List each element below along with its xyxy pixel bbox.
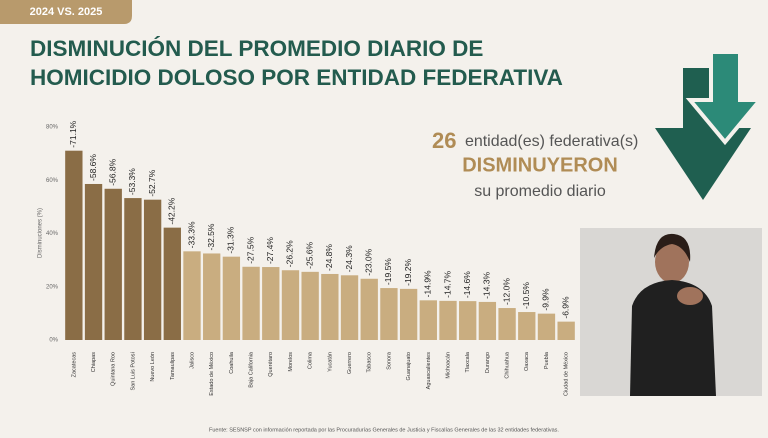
y-axis-label: Disminuciones (%) [38, 208, 44, 258]
data-label: -14.6% [462, 271, 472, 298]
x-tick-label: Tabasco [367, 352, 373, 373]
data-label: -42.2% [167, 197, 177, 224]
summary-line: 26 entidad(es) federativa(s) [432, 128, 638, 153]
x-tick-label: Zacatecas [71, 352, 77, 378]
x-tick-label: Puebla [544, 351, 550, 369]
chart-title: HOMICIDIO DOLOSO POR ENTIDAD FEDERATIVA [30, 65, 563, 90]
x-tick-label: Oaxaca [524, 351, 530, 371]
bar [498, 308, 516, 340]
x-tick-label: Baja California [249, 351, 255, 388]
x-tick-label: Sonora [386, 351, 392, 370]
data-label: -71.1% [68, 120, 78, 147]
summary-subtext: su promedio diario [474, 183, 606, 200]
bar [104, 188, 122, 340]
source-note: Fuente: SESNSP con información reportada… [209, 427, 559, 433]
badge-bg [0, 0, 132, 24]
x-tick-label: Querétaro [268, 352, 274, 377]
x-tick-label: Nuevo León [150, 352, 156, 382]
bar [537, 313, 556, 340]
y-tick-label: 20% [46, 284, 59, 290]
x-tick-label: Coahuila [229, 351, 235, 374]
bar [419, 300, 437, 340]
data-label: -14.3% [482, 272, 492, 299]
interpreter [630, 233, 716, 396]
data-label: -58.6% [88, 154, 98, 181]
bar [340, 275, 359, 340]
bar [459, 301, 477, 340]
x-tick-label: Estado de México [209, 352, 215, 396]
bar [242, 266, 260, 340]
x-tick-label: Morelos [288, 352, 294, 372]
bar [183, 251, 201, 340]
bar [360, 278, 378, 340]
summary-highlight: DISMINUYERON [462, 154, 618, 176]
x-tick-label: Chiapas [91, 352, 97, 372]
x-tick-label: Yucatán [327, 352, 333, 372]
data-label: -33.3% [186, 221, 196, 248]
x-tick-label: Michoacán [445, 352, 451, 379]
data-label: -12.0% [501, 278, 511, 305]
badge-text: 2024 VS. 2025 [30, 6, 103, 18]
bar [143, 199, 162, 340]
x-tick-label: Guanajuato [406, 352, 412, 380]
data-label: -14.9% [423, 270, 433, 297]
y-tick-label: 40% [46, 231, 59, 237]
data-label: -27.5% [245, 236, 255, 263]
y-tick-label: 60% [46, 178, 59, 184]
x-tick-label: Tlaxcala [465, 351, 471, 372]
data-label: -25.6% [304, 241, 314, 268]
bar [281, 270, 300, 340]
data-label: -27.4% [265, 237, 275, 264]
bar [163, 227, 181, 340]
summary-number: 26 [432, 128, 456, 153]
bar [518, 312, 536, 340]
x-tick-label: Quintana Roo [111, 352, 117, 386]
x-tick-label: Colima [308, 351, 314, 369]
chart-title: DISMINUCIÓN DEL PROMEDIO DIARIO DE [30, 36, 483, 61]
bar [65, 150, 83, 340]
bar [84, 183, 103, 340]
data-label: -26.2% [285, 240, 295, 267]
bar [399, 288, 418, 340]
bar [439, 300, 457, 340]
data-label: -24.8% [324, 244, 334, 271]
data-label: -9.9% [541, 288, 551, 311]
bar [203, 253, 221, 340]
data-label: -24.3% [344, 245, 354, 272]
y-tick-label: 0% [49, 338, 58, 344]
arrow-icon [685, 50, 765, 146]
x-tick-label: Jalisco [189, 352, 195, 369]
summary-text: entidad(es) federativa(s) [465, 133, 638, 150]
data-label: -23.0% [363, 248, 373, 275]
data-label: -19.5% [383, 258, 393, 285]
x-tick-label: Ciudad de México [564, 352, 570, 396]
data-label: -53.3% [127, 168, 137, 195]
x-tick-label: Aguascalientes [426, 352, 432, 390]
arrow-icon [655, 68, 751, 200]
y-tick-label: 80% [46, 125, 59, 131]
bar [478, 301, 497, 340]
x-tick-label: Tamaulipas [170, 352, 176, 380]
bar [262, 267, 280, 340]
bar [222, 256, 241, 340]
data-label: -14.7% [442, 270, 452, 297]
data-label: -6.9% [560, 296, 570, 319]
bar [124, 198, 142, 340]
x-tick-label: San Luis Potosí [130, 352, 136, 391]
bar [380, 288, 398, 340]
data-label: -52.7% [147, 169, 157, 196]
x-tick-label: Chihuahua [505, 351, 511, 379]
bar [301, 271, 319, 340]
x-tick-label: Durango [485, 352, 491, 373]
data-label: -10.5% [521, 282, 531, 309]
data-label: -56.8% [107, 158, 117, 185]
bar [557, 321, 575, 340]
data-label: -19.2% [403, 259, 413, 286]
data-label: -32.5% [206, 223, 216, 250]
data-label: -31.3% [226, 226, 236, 253]
x-tick-label: Guerrero [347, 352, 353, 374]
bar [321, 273, 339, 340]
